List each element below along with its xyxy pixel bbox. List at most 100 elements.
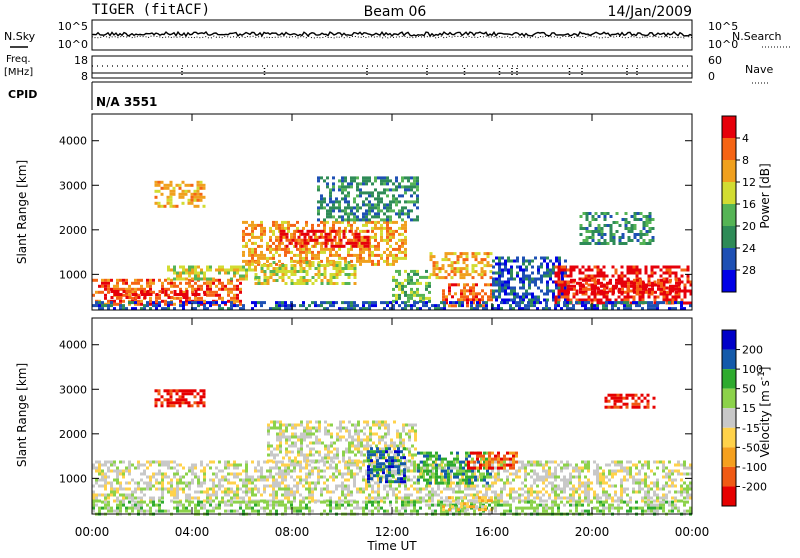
range-cell <box>413 203 416 206</box>
range-cell <box>374 224 377 227</box>
range-cell <box>351 264 354 267</box>
range-cell <box>341 482 344 485</box>
range-cell <box>603 278 606 281</box>
range-cell <box>537 269 540 272</box>
range-cell <box>285 454 288 457</box>
range-cell <box>557 304 560 307</box>
range-cell <box>611 304 614 307</box>
range-cell <box>353 485 356 488</box>
range-cell <box>318 454 321 457</box>
range-cell <box>173 303 176 306</box>
range-cell <box>371 203 374 206</box>
range-cell <box>672 299 675 302</box>
range-cell <box>484 258 487 261</box>
range-cell <box>368 251 371 254</box>
range-cell <box>395 185 398 188</box>
range-cell <box>567 275 570 278</box>
range-cell <box>161 205 164 208</box>
range-cell <box>407 470 410 473</box>
range-cell <box>191 389 194 392</box>
range-cell <box>290 488 293 491</box>
range-cell <box>606 291 609 294</box>
range-cell <box>636 282 639 285</box>
range-cell <box>597 299 600 302</box>
range-cell <box>631 230 634 233</box>
range-cell <box>530 470 533 473</box>
range-cell <box>613 221 616 224</box>
range-cell <box>267 448 270 451</box>
range-cell <box>182 193 185 196</box>
range-cell <box>113 470 116 473</box>
range-cell <box>428 491 431 494</box>
noise-sky-trace <box>92 32 692 36</box>
range-cell <box>338 497 341 500</box>
range-cell <box>445 295 448 298</box>
range-cell <box>110 491 113 494</box>
range-cell <box>380 301 383 304</box>
range-cell <box>101 282 104 285</box>
range-cell <box>332 200 335 203</box>
range-cell <box>173 266 176 269</box>
range-cell <box>140 507 143 510</box>
range-cell <box>269 500 272 503</box>
range-cell <box>242 266 245 269</box>
range-cell <box>641 497 644 500</box>
range-cell <box>333 454 336 457</box>
range-cell <box>179 193 182 196</box>
range-cell <box>179 464 182 467</box>
range-cell <box>347 200 350 203</box>
range-cell <box>365 176 368 179</box>
range-cell <box>242 304 245 307</box>
range-cell <box>604 224 607 227</box>
range-cell <box>321 442 324 445</box>
range-cell <box>580 242 583 245</box>
range-cell <box>513 278 516 281</box>
range-cell <box>592 215 595 218</box>
range-cell <box>339 273 342 276</box>
range-cell <box>575 467 578 470</box>
range-cell <box>179 389 182 392</box>
range-cell <box>273 448 276 451</box>
range-cell <box>484 252 487 255</box>
range-cell <box>312 264 315 267</box>
range-cell <box>173 269 176 272</box>
range-cell <box>107 279 110 282</box>
range-cell <box>354 439 357 442</box>
range-cell <box>251 461 254 464</box>
range-cell <box>647 304 650 307</box>
cpid-strip: CPID N/A 3551 <box>8 82 692 110</box>
range-cell <box>600 285 603 288</box>
range-cell <box>200 285 203 288</box>
range-cell <box>366 448 369 451</box>
range-cell <box>209 461 212 464</box>
range-cell <box>279 451 282 454</box>
range-cell <box>284 497 287 500</box>
range-cell <box>269 470 272 473</box>
range-cell <box>539 491 542 494</box>
range-cell <box>625 224 628 227</box>
range-cell <box>515 473 518 476</box>
range-cell <box>350 179 353 182</box>
range-cell <box>353 473 356 476</box>
range-cell <box>460 276 463 279</box>
range-cell <box>98 470 101 473</box>
range-cell <box>155 184 158 187</box>
range-cell <box>267 454 270 457</box>
range-cell <box>386 248 389 251</box>
range-cell <box>140 285 143 288</box>
range-cell <box>408 424 411 427</box>
range-cell <box>413 470 416 473</box>
range-cell <box>454 252 457 255</box>
range-cell <box>587 497 590 500</box>
range-cell <box>407 488 410 491</box>
range-cell <box>335 301 338 304</box>
range-cell <box>662 470 665 473</box>
range-cell <box>342 436 345 439</box>
range-cell <box>224 288 227 291</box>
range-cell <box>272 488 275 491</box>
range-cell <box>608 473 611 476</box>
range-cell <box>134 482 137 485</box>
range-cell <box>671 482 674 485</box>
range-cell <box>386 206 389 209</box>
range-cell <box>270 460 273 463</box>
